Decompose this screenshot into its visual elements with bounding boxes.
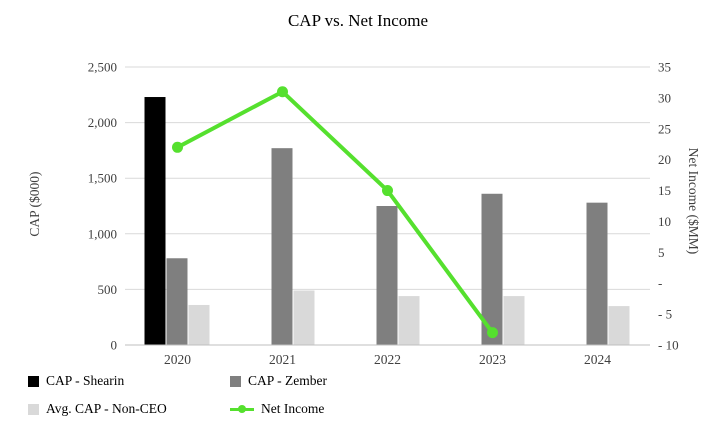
- right-axis-tick-label: 10: [658, 214, 671, 229]
- x-axis-category-label: 2024: [584, 352, 611, 367]
- right-axis-title: Net Income ($MM): [686, 147, 701, 255]
- right-axis-tick-label: -: [658, 276, 662, 291]
- left-axis-tick-label: 2,500: [88, 60, 117, 75]
- left-axis-tick-label: 1,000: [88, 226, 117, 241]
- legend-swatch-avg-cap-non-ceo: [28, 403, 39, 415]
- left-axis-tick-label: 500: [98, 282, 118, 297]
- legend-label: Avg. CAP - Non-CEO: [46, 401, 167, 416]
- legend-swatch-net-income: [230, 404, 254, 415]
- right-axis-tick-label: 5: [658, 245, 665, 260]
- chart-title: CAP vs. Net Income: [287, 11, 429, 30]
- bar-cap-zember-2021: [271, 148, 293, 345]
- legend-label: Net Income: [261, 401, 325, 416]
- left-axis-tick-label: 0: [111, 338, 118, 353]
- bar-cap-shearin-2020: [144, 97, 166, 345]
- right-axis-tick-label: 15: [658, 183, 671, 198]
- left-axis-tick-label: 1,500: [88, 171, 117, 186]
- legend-label: CAP - Shearin: [46, 373, 125, 388]
- marker-net-income-2020: [172, 141, 183, 153]
- legend-swatch-cap-shearin: [28, 375, 39, 387]
- left-axis-title: CAP ($000): [27, 171, 42, 237]
- bar-avg-cap-non-ceo-2023: [503, 296, 525, 345]
- bar-cap-zember-2024: [586, 202, 608, 345]
- left-axis-tick-label: 2,000: [88, 115, 117, 130]
- right-axis-tick-label: - 10: [658, 338, 679, 353]
- x-axis-category-label: 2020: [164, 352, 191, 367]
- bar-avg-cap-non-ceo-2022: [398, 296, 420, 345]
- legend-item-cap-zember: CAP - Zember: [230, 373, 327, 389]
- bar-cap-zember-2020: [166, 258, 188, 345]
- marker-net-income-2023: [487, 327, 498, 339]
- legend-item-cap-shearin: CAP - Shearin: [28, 373, 124, 389]
- x-axis-category-label: 2023: [479, 352, 506, 367]
- right-axis-tick-label: 35: [658, 60, 671, 75]
- bar-avg-cap-non-ceo-2020: [188, 304, 210, 345]
- right-axis-tick-label: 30: [658, 90, 671, 105]
- x-axis-category-label: 2021: [269, 352, 296, 367]
- bar-cap-zember-2023: [481, 193, 503, 345]
- right-axis-tick-label: 25: [658, 121, 671, 136]
- line-net-income: [175, 89, 495, 335]
- bar-cap-zember-2022: [376, 206, 398, 345]
- bar-avg-cap-non-ceo-2024: [608, 306, 630, 345]
- marker-net-income-2022: [382, 185, 393, 197]
- legend-line-marker: [238, 405, 246, 413]
- marker-net-income-2021: [277, 86, 288, 98]
- legend-item-avg-cap-non-ceo: Avg. CAP - Non-CEO: [28, 401, 167, 417]
- bar-avg-cap-non-ceo-2021: [293, 290, 315, 345]
- right-axis-tick-label: - 5: [658, 307, 672, 322]
- right-axis-tick-label: 20: [658, 152, 671, 167]
- legend-swatch-cap-zember: [230, 375, 241, 387]
- x-axis-category-label: 2022: [374, 352, 401, 367]
- legend-item-net-income: Net Income: [230, 401, 324, 417]
- legend-label: CAP - Zember: [248, 373, 327, 388]
